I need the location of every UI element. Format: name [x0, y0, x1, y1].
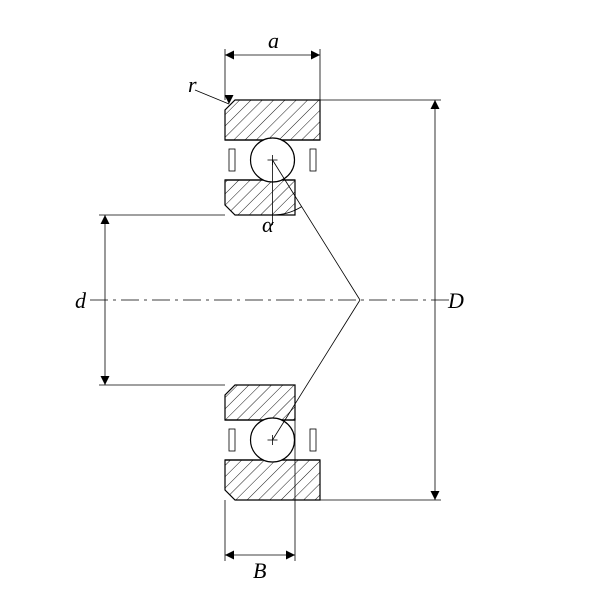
label-a: a: [268, 28, 279, 54]
label-alpha: α: [262, 212, 274, 238]
label-B: B: [253, 558, 266, 584]
label-d: d: [75, 288, 86, 314]
label-r: r: [188, 72, 197, 98]
label-D: D: [448, 288, 464, 314]
bearing-diagram: a B d D r α: [0, 0, 600, 600]
diagram-svg: [0, 0, 600, 600]
